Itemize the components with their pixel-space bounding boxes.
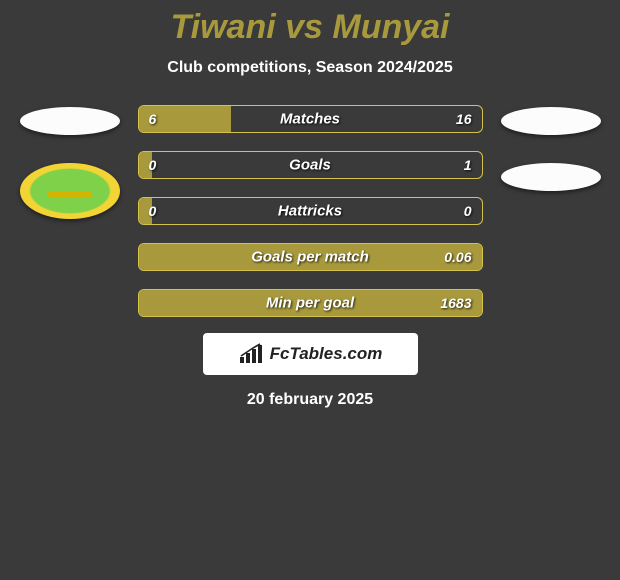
stat-value-left: 0 xyxy=(149,157,157,173)
page-title: Tiwani vs Munyai xyxy=(0,8,620,47)
club-badge-generic-1[interactable] xyxy=(20,107,120,135)
stat-bar: Matches 6 16 xyxy=(138,105,483,133)
stat-label: Matches xyxy=(280,111,340,128)
stat-bar: Min per goal 1683 xyxy=(138,289,483,317)
date-label: 20 february 2025 xyxy=(0,391,620,409)
stat-value-left: 6 xyxy=(149,111,157,127)
stat-label: Hattricks xyxy=(278,203,342,220)
subtitle: Club competitions, Season 2024/2025 xyxy=(0,59,620,77)
right-badge-column xyxy=(501,105,601,191)
brand-text: FcTables.com xyxy=(270,344,383,364)
chart-icon xyxy=(238,343,264,365)
content-row: Matches 6 16 Goals 0 1 Hattricks 0 0 Goals per ma… xyxy=(0,105,620,317)
stat-value-right: 16 xyxy=(456,111,472,127)
club-badge-sundowns[interactable] xyxy=(20,163,120,219)
stat-value-left: 0 xyxy=(149,203,157,219)
club-badge-generic-3[interactable] xyxy=(501,163,601,191)
brand-link[interactable]: FcTables.com xyxy=(203,333,418,375)
stat-bar: Goals 0 1 xyxy=(138,151,483,179)
stat-value-right: 0 xyxy=(464,203,472,219)
stat-value-right: 1 xyxy=(464,157,472,173)
comparison-card: Tiwani vs Munyai Club competitions, Seas… xyxy=(0,0,620,409)
stat-label: Min per goal xyxy=(266,295,354,312)
stat-value-right: 0.06 xyxy=(444,249,471,265)
stat-bar: Hattricks 0 0 xyxy=(138,197,483,225)
stat-label: Goals per match xyxy=(251,249,369,266)
left-badge-column xyxy=(20,105,120,219)
club-badge-generic-2[interactable] xyxy=(501,107,601,135)
stat-label: Goals xyxy=(289,157,331,174)
stat-bar: Goals per match 0.06 xyxy=(138,243,483,271)
stat-bars: Matches 6 16 Goals 0 1 Hattricks 0 0 Goals per ma… xyxy=(138,105,483,317)
stat-value-right: 1683 xyxy=(440,295,471,311)
